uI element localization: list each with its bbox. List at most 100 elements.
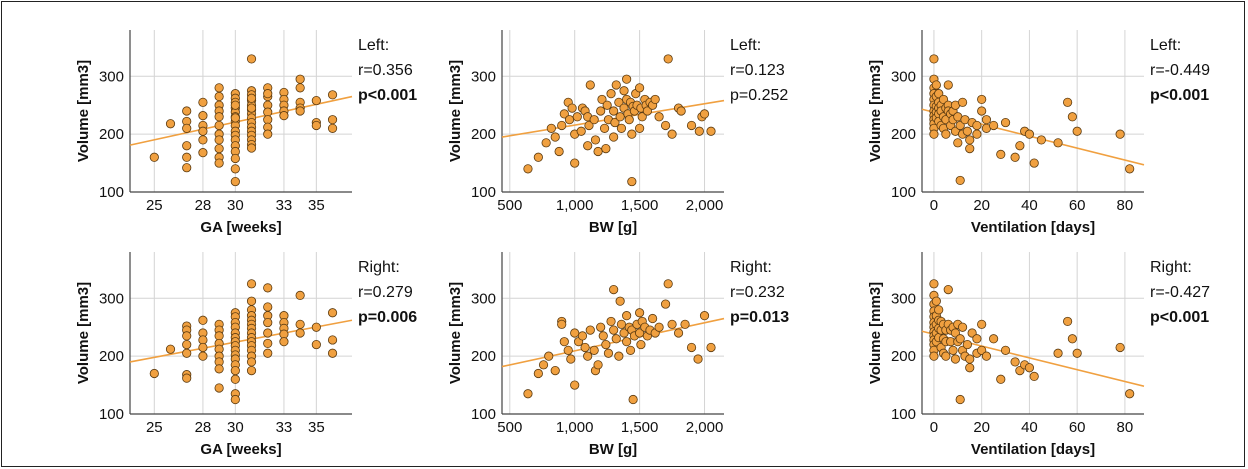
data-point bbox=[650, 94, 660, 105]
data-point bbox=[601, 339, 611, 350]
data-point bbox=[609, 106, 619, 116]
data-point bbox=[706, 126, 716, 136]
x-axis-title: BW [g] bbox=[589, 441, 637, 458]
data-point bbox=[660, 120, 671, 131]
data-point bbox=[680, 319, 690, 329]
y-tick-label: 300 bbox=[99, 68, 124, 85]
stat-p-value: p=0.006 bbox=[358, 309, 417, 326]
y-axis-title: Volume [mm3] bbox=[75, 60, 92, 162]
data-point bbox=[606, 89, 616, 99]
data-point bbox=[1036, 135, 1046, 145]
data-point bbox=[559, 337, 569, 347]
data-point bbox=[214, 383, 224, 393]
data-point bbox=[981, 115, 992, 125]
data-point bbox=[214, 135, 224, 145]
x-axis-title: GA [weeks] bbox=[200, 219, 281, 236]
stat-r-value: r=0.123 bbox=[730, 62, 785, 79]
data-point bbox=[564, 115, 575, 125]
data-point bbox=[541, 138, 551, 148]
data-point bbox=[550, 132, 560, 142]
data-point bbox=[570, 380, 580, 390]
data-point bbox=[1125, 389, 1135, 399]
data-point bbox=[165, 344, 176, 354]
data-point bbox=[311, 339, 321, 350]
data-point bbox=[584, 120, 594, 131]
stat-side-label: Right: bbox=[1150, 259, 1192, 276]
data-point bbox=[198, 351, 208, 361]
x-tick-label: 60 bbox=[1069, 419, 1086, 436]
stat-side-label: Right: bbox=[730, 259, 772, 276]
data-point bbox=[934, 305, 944, 315]
data-point bbox=[615, 112, 625, 122]
data-point bbox=[580, 342, 590, 353]
data-point bbox=[977, 106, 987, 116]
data-point bbox=[295, 74, 305, 84]
data-point bbox=[230, 153, 240, 164]
data-point bbox=[1000, 345, 1011, 355]
data-point bbox=[953, 138, 963, 148]
data-point bbox=[182, 152, 192, 162]
data-point bbox=[635, 123, 645, 133]
data-point bbox=[577, 331, 588, 341]
y-tick-label: 100 bbox=[99, 406, 124, 423]
data-point bbox=[230, 394, 240, 405]
data-point bbox=[327, 90, 338, 100]
data-point bbox=[699, 109, 710, 119]
data-point bbox=[182, 163, 192, 173]
data-point bbox=[590, 135, 601, 145]
data-point bbox=[182, 331, 192, 341]
data-point bbox=[198, 111, 208, 121]
data-point bbox=[246, 366, 257, 376]
data-point bbox=[566, 354, 576, 364]
x-tick-label: 60 bbox=[1069, 197, 1086, 214]
data-point bbox=[230, 164, 240, 174]
data-point bbox=[327, 115, 338, 125]
data-point bbox=[182, 339, 192, 350]
data-point bbox=[589, 345, 599, 355]
data-point bbox=[615, 296, 625, 306]
data-point bbox=[263, 328, 273, 338]
data-point bbox=[1125, 164, 1135, 174]
data-point bbox=[977, 319, 987, 329]
data-point bbox=[230, 374, 240, 384]
data-point bbox=[957, 322, 968, 332]
x-tick-label: 1,000 bbox=[556, 419, 594, 436]
data-point bbox=[962, 339, 972, 350]
data-point bbox=[1072, 126, 1082, 136]
data-point bbox=[601, 144, 611, 154]
data-point bbox=[523, 389, 533, 399]
y-tick-label: 300 bbox=[891, 290, 916, 307]
data-point bbox=[627, 129, 637, 139]
data-point bbox=[589, 115, 599, 125]
data-point bbox=[246, 296, 257, 306]
data-point bbox=[929, 279, 939, 289]
data-point bbox=[246, 54, 257, 64]
x-axis-title: Ventilation [days] bbox=[971, 441, 1095, 458]
data-point bbox=[214, 91, 224, 102]
data-point bbox=[642, 106, 653, 116]
data-point bbox=[198, 342, 208, 353]
data-point bbox=[609, 285, 619, 295]
data-point bbox=[1067, 112, 1077, 122]
data-point bbox=[572, 112, 582, 122]
scatter-panel: 500 1,000 1,500 2,000 100 200 300 BW [g] Volume … bbox=[447, 30, 788, 236]
x-tick-label: 25 bbox=[146, 419, 163, 436]
data-point bbox=[583, 141, 593, 151]
data-point bbox=[654, 322, 664, 332]
data-point bbox=[593, 360, 603, 370]
x-tick-label: 1,000 bbox=[556, 197, 594, 214]
data-point bbox=[599, 123, 610, 133]
x-tick-label: 30 bbox=[227, 197, 244, 214]
x-tick-label: 1,500 bbox=[621, 197, 659, 214]
data-point bbox=[627, 176, 637, 187]
data-point bbox=[624, 115, 634, 125]
data-point bbox=[616, 123, 627, 133]
data-point bbox=[637, 112, 647, 122]
data-point bbox=[1024, 363, 1035, 373]
data-point bbox=[989, 120, 999, 131]
data-point bbox=[295, 319, 305, 329]
data-point bbox=[625, 345, 636, 355]
data-point bbox=[972, 120, 982, 131]
data-point bbox=[611, 80, 621, 90]
data-point bbox=[706, 342, 716, 353]
